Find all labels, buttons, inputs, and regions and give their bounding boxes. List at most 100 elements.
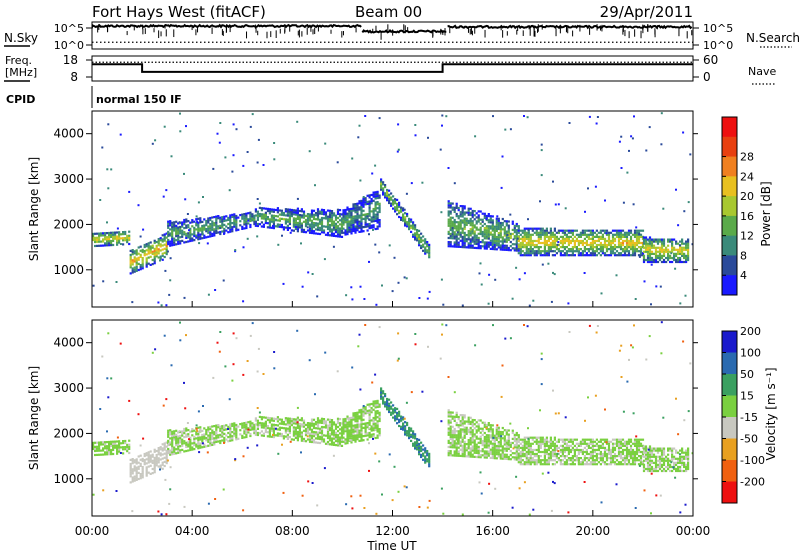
echo-cell <box>203 228 206 231</box>
echo-cell <box>394 206 397 209</box>
echo-cell <box>475 451 478 454</box>
echo-cell <box>320 430 324 433</box>
echo-cell <box>209 427 212 431</box>
echo-cell <box>687 244 690 247</box>
echo-cell <box>352 229 355 233</box>
echo-cell <box>648 258 652 262</box>
echo-cell <box>135 263 138 266</box>
scatter-echo <box>509 128 512 131</box>
echo-cell <box>447 210 450 213</box>
echo-cell <box>477 210 480 213</box>
echo-cell <box>378 413 381 416</box>
echo-cell <box>141 267 144 270</box>
echo-cell <box>414 433 417 436</box>
echo-cell <box>669 238 672 241</box>
echo-cell <box>342 217 345 220</box>
echo-cell <box>126 443 129 446</box>
echo-cell <box>312 418 316 421</box>
echo-cell <box>262 223 265 226</box>
scatter-echo <box>488 273 491 276</box>
echo-cell <box>237 437 240 440</box>
echo-cell <box>567 254 570 257</box>
echo-cell <box>451 202 454 205</box>
echo-cell <box>100 234 103 237</box>
echo-cell <box>197 426 200 429</box>
echo-cell <box>451 425 454 428</box>
noise-traces <box>91 23 693 43</box>
echo-cell <box>599 254 602 257</box>
echo-cell <box>611 239 615 243</box>
echo-cell <box>625 235 629 238</box>
echo-cell <box>292 422 295 425</box>
echo-cell <box>372 408 375 411</box>
echo-cell <box>320 231 324 234</box>
echo-cell <box>183 427 186 431</box>
echo-cell <box>356 202 359 205</box>
echo-cell <box>521 246 524 249</box>
echo-cell <box>312 226 316 229</box>
echo-cell <box>272 220 275 224</box>
echo-cell <box>133 250 136 253</box>
echo-cell <box>658 248 662 251</box>
echo-cell <box>209 227 212 230</box>
echo-cell <box>332 226 336 229</box>
echo-cell <box>177 236 180 239</box>
scatter-echo <box>324 142 327 145</box>
echo-cell <box>567 459 570 462</box>
echo-cell <box>135 267 138 270</box>
echo-cell <box>135 462 138 465</box>
echo-cell <box>453 415 456 418</box>
echo-cell <box>342 227 345 230</box>
echo-cell <box>392 412 395 415</box>
echo-cell <box>280 422 283 425</box>
echo-cell <box>547 446 550 449</box>
echo-cell <box>477 220 480 223</box>
echo-cell <box>370 429 373 432</box>
echo-cell <box>543 235 546 238</box>
echo-cell <box>276 432 279 435</box>
echo-cell <box>348 224 351 227</box>
echo-cell <box>326 432 330 435</box>
scatter-echo <box>655 285 658 288</box>
echo-cell <box>94 244 97 248</box>
echo-cell <box>410 433 413 436</box>
echo-cell <box>603 229 607 232</box>
echo-cell <box>217 440 220 443</box>
echo-cell <box>575 229 578 232</box>
echo-cell <box>370 427 373 430</box>
echo-cell <box>187 445 190 448</box>
echo-cell <box>505 433 508 436</box>
echo-cell <box>372 423 375 426</box>
echo-cell <box>314 423 318 426</box>
echo-cell <box>302 216 306 219</box>
echo-cell <box>545 461 548 464</box>
echo-cell <box>535 448 538 452</box>
echo-cell <box>424 252 427 255</box>
echo-cell <box>362 406 365 409</box>
echo-cell <box>334 218 338 221</box>
echo-cell <box>382 183 385 186</box>
echo-cell <box>169 222 172 225</box>
echo-cell <box>173 434 176 437</box>
echo-cell <box>553 436 556 439</box>
echo-cell <box>320 221 324 224</box>
echo-cell <box>270 427 273 430</box>
echo-cell <box>467 209 470 212</box>
echo-cell <box>463 244 466 247</box>
echo-cell <box>334 437 338 441</box>
scatter-echo <box>587 187 589 190</box>
echo-cell <box>539 246 542 249</box>
echo-cell <box>457 452 460 455</box>
echo-cell <box>258 206 261 209</box>
echo-cell <box>368 206 371 209</box>
echo-cell <box>639 235 643 238</box>
echo-cell <box>344 428 347 431</box>
echo-cell <box>147 262 150 265</box>
echo-cell <box>254 222 257 225</box>
echo-cell <box>501 457 504 460</box>
echo-cell <box>264 219 267 222</box>
echo-cell <box>499 439 502 442</box>
echo-cell <box>499 453 502 456</box>
echo-cell <box>477 429 480 432</box>
echo-cell <box>159 446 162 449</box>
